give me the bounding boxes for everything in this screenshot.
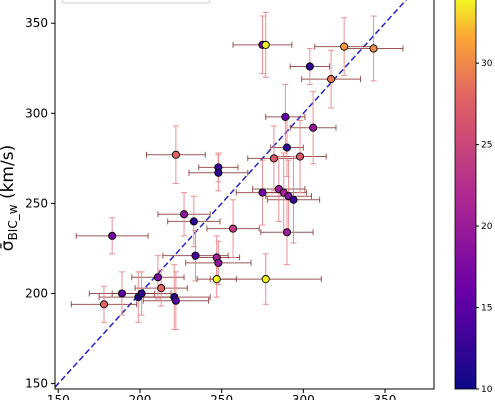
y-axis-label: σ̄BIC_w (km/s) xyxy=(0,145,20,251)
data-point xyxy=(282,143,292,152)
data-point xyxy=(137,289,146,298)
data-point xyxy=(282,228,292,237)
plot-background xyxy=(55,0,434,389)
colorbar-ticks: 10 15 20 25 30 xyxy=(476,59,493,395)
data-point xyxy=(99,300,109,309)
data-point xyxy=(258,188,267,197)
data-point xyxy=(261,40,270,49)
axes-frame xyxy=(54,0,435,390)
colorbar-tick-label: 25 xyxy=(481,141,492,151)
data-point xyxy=(281,112,290,121)
data-point xyxy=(269,154,278,163)
colorbar-tick-label: 10 xyxy=(481,385,493,395)
x-axis-ticks: 150 200 250 300 350 xyxy=(47,389,397,400)
data-point xyxy=(180,210,189,219)
data-point xyxy=(289,195,298,204)
y-axis-ticks: 150 200 250 300 350 xyxy=(25,16,55,391)
x-tick-label: 200 xyxy=(128,393,151,400)
y-tick-label: 250 xyxy=(25,196,48,210)
data-point xyxy=(340,42,349,51)
data-point xyxy=(157,284,166,293)
data-point xyxy=(212,275,221,284)
y-tick-label: 200 xyxy=(25,287,48,301)
x-tick-label: 300 xyxy=(292,393,315,400)
plot-area xyxy=(55,0,434,389)
data-point xyxy=(295,152,305,161)
data-point xyxy=(153,273,162,282)
data-point xyxy=(171,150,180,159)
data-point xyxy=(309,123,318,132)
plot-frame xyxy=(54,0,435,390)
reference-line xyxy=(54,0,408,388)
colorbar-tick-label: 20 xyxy=(481,222,493,232)
data-point xyxy=(189,217,198,226)
y-tick-label: 300 xyxy=(25,106,48,120)
data-point xyxy=(369,44,378,53)
data-point xyxy=(327,75,336,84)
legend-box xyxy=(61,0,211,4)
x-tick-label: 350 xyxy=(374,393,397,400)
colorbar-tick-label: 15 xyxy=(481,304,492,314)
data-point xyxy=(108,231,117,240)
data-point xyxy=(171,296,180,305)
colorbar xyxy=(454,0,477,390)
y-tick-label: 150 xyxy=(25,377,48,391)
y-tick-label: 350 xyxy=(25,16,48,30)
data-point xyxy=(191,251,200,260)
data-point xyxy=(305,62,314,71)
data-points xyxy=(99,40,378,309)
data-point xyxy=(214,258,223,267)
data-point xyxy=(117,289,127,298)
data-point xyxy=(261,275,270,284)
x-tick-label: 150 xyxy=(47,393,70,400)
data-point xyxy=(214,168,223,177)
colorbar-tick-label: 30 xyxy=(481,59,493,69)
x-tick-label: 250 xyxy=(210,393,233,400)
data-point xyxy=(229,224,238,233)
legend-frame xyxy=(61,0,211,4)
one-to-one-line xyxy=(54,0,408,388)
